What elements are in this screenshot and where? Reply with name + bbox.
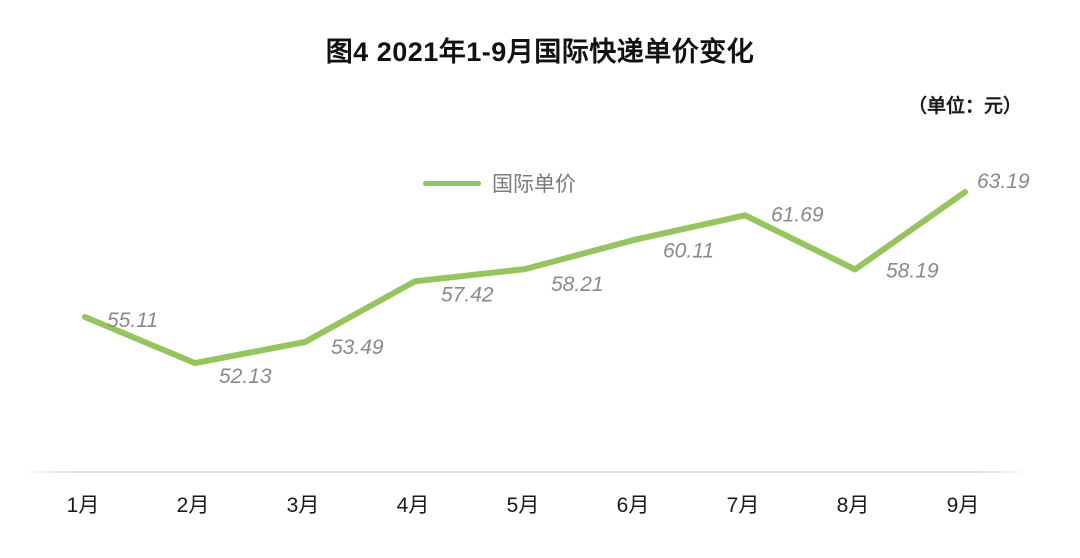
x-axis-tick-label: 5月	[506, 494, 540, 517]
data-point-value-label: 63.19	[977, 170, 1030, 193]
series-line	[82, 189, 968, 367]
data-point-value-label: 55.11	[107, 309, 158, 332]
x-axis-tick-label: 4月	[396, 494, 430, 517]
data-point-value-label: 58.19	[886, 259, 939, 282]
x-axis-tick-label: 7月	[726, 494, 760, 517]
x-axis-labels: 1月 2月 3月 4月 5月 6月 7月 8月 9月	[0, 489, 1080, 519]
data-point-value-label: 61.69	[771, 203, 824, 226]
x-axis-tick-label: 3月	[286, 494, 320, 517]
data-point-value-label: 53.49	[331, 336, 384, 359]
legend: 国际单价	[423, 168, 576, 198]
data-point-value-label: 57.42	[441, 283, 494, 306]
x-axis-tick-label: 1月	[66, 494, 100, 517]
x-axis-line	[28, 471, 1020, 473]
x-axis-tick-label: 8月	[836, 494, 870, 517]
chart-title: 图4 2021年1-9月国际快递单价变化	[325, 37, 755, 67]
x-axis-tick-label: 9月	[946, 494, 980, 517]
data-point-value-label: 60.11	[663, 240, 714, 263]
unit-label: （单位：元）	[907, 96, 1022, 117]
legend-series-label: 国际单价	[492, 173, 576, 196]
x-axis-tick-label: 2月	[176, 494, 210, 517]
data-point-value-label: 58.21	[551, 273, 604, 296]
data-point-value-label: 52.13	[219, 365, 272, 388]
x-axis-tick-label: 6月	[616, 494, 650, 517]
legend-line-swatch	[423, 180, 481, 186]
